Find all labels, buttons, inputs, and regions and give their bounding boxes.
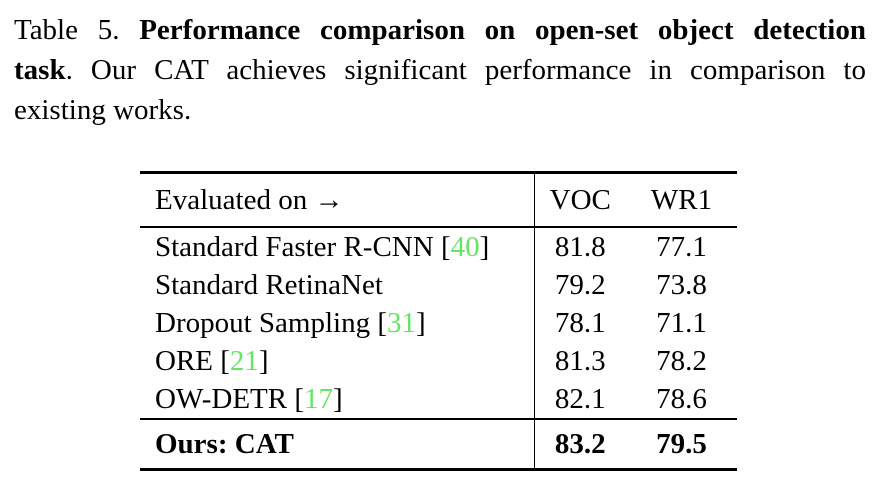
cite-bracket-close: ] xyxy=(416,306,426,339)
cite-bracket-close: ] xyxy=(333,382,343,415)
method-cell: Standard RetinaNet xyxy=(140,266,535,304)
table-row: ORE [21] 81.3 78.2 xyxy=(140,342,737,380)
method-label: ORE xyxy=(155,344,213,377)
cite-bracket-open: [ xyxy=(213,344,230,377)
method-cell: ORE [21] xyxy=(140,342,535,380)
table-row: Standard RetinaNet 79.2 73.8 xyxy=(140,266,737,304)
method-cell: Dropout Sampling [31] xyxy=(140,304,535,342)
method-label: OW-DETR xyxy=(155,382,288,415)
voc-value: 78.1 xyxy=(554,306,606,339)
voc-value: 82.1 xyxy=(554,382,606,415)
wr1-value: 71.1 xyxy=(656,306,707,339)
method-label: Standard Faster R-CNN xyxy=(155,230,434,263)
wr1-value: 73.8 xyxy=(656,268,707,301)
voc-value: 81.3 xyxy=(554,344,606,377)
caption-text-part1: . Our CAT achieves significant performan… xyxy=(65,54,866,86)
table-row: Standard Faster R-CNN [40] 81.8 77.1 xyxy=(140,227,737,266)
table-caption: Table 5. Performance comparison on open-… xyxy=(14,10,866,130)
cite-bracket-close: ] xyxy=(479,230,490,263)
ours-method-cell: Ours: CAT xyxy=(140,418,535,470)
cite-bracket-open: [ xyxy=(433,230,451,263)
table-row: Dropout Sampling [31] 78.1 71.1 xyxy=(140,304,737,342)
results-table: Evaluated on → VOC WR1 Standard Faster R… xyxy=(140,171,737,471)
caption-line-1: Table 5. Performance comparison on open-… xyxy=(14,10,866,50)
method-label: Dropout Sampling xyxy=(155,306,371,339)
header-col-wr1: WR1 xyxy=(626,172,737,228)
caption-line-2: task. Our CAT achieves significant perfo… xyxy=(14,50,866,90)
citation-link[interactable]: 21 xyxy=(229,344,259,377)
caption-bold-title-part2: task xyxy=(14,54,66,86)
ours-voc-value: 83.2 xyxy=(534,418,626,470)
wr1-value: 78.6 xyxy=(656,382,707,415)
caption-line-3: existing works. xyxy=(14,90,866,130)
table-row: OW-DETR [17] 82.1 78.6 xyxy=(140,380,737,419)
ours-wr1-value: 79.5 xyxy=(626,418,737,470)
cite-bracket-open: [ xyxy=(287,382,305,415)
ours-row: Ours: CAT 83.2 79.5 xyxy=(140,418,737,470)
citation-link[interactable]: 31 xyxy=(387,306,417,339)
method-label: Standard RetinaNet xyxy=(155,268,383,301)
cite-bracket-open: [ xyxy=(370,306,388,339)
header-col-voc: VOC xyxy=(534,172,626,228)
table-header-row: Evaluated on → VOC WR1 xyxy=(140,172,737,228)
wr1-value: 78.2 xyxy=(656,344,707,377)
header-evaluated-on: Evaluated on → xyxy=(140,172,535,228)
caption-text-part2: existing works. xyxy=(14,94,192,126)
voc-value: 81.8 xyxy=(554,230,606,263)
wr1-value: 77.1 xyxy=(656,230,707,263)
results-table-wrapper: Evaluated on → VOC WR1 Standard Faster R… xyxy=(140,171,737,471)
method-cell: Standard Faster R-CNN [40] xyxy=(140,227,535,266)
caption-table-label: Table 5. xyxy=(14,14,120,46)
citation-link[interactable]: 40 xyxy=(450,230,480,263)
cite-bracket-close: ] xyxy=(258,344,269,377)
voc-value: 79.2 xyxy=(554,268,606,301)
method-cell: OW-DETR [17] xyxy=(140,380,535,419)
caption-bold-title-part1: Performance comparison on open-set objec… xyxy=(139,14,866,46)
citation-link[interactable]: 17 xyxy=(304,382,334,415)
